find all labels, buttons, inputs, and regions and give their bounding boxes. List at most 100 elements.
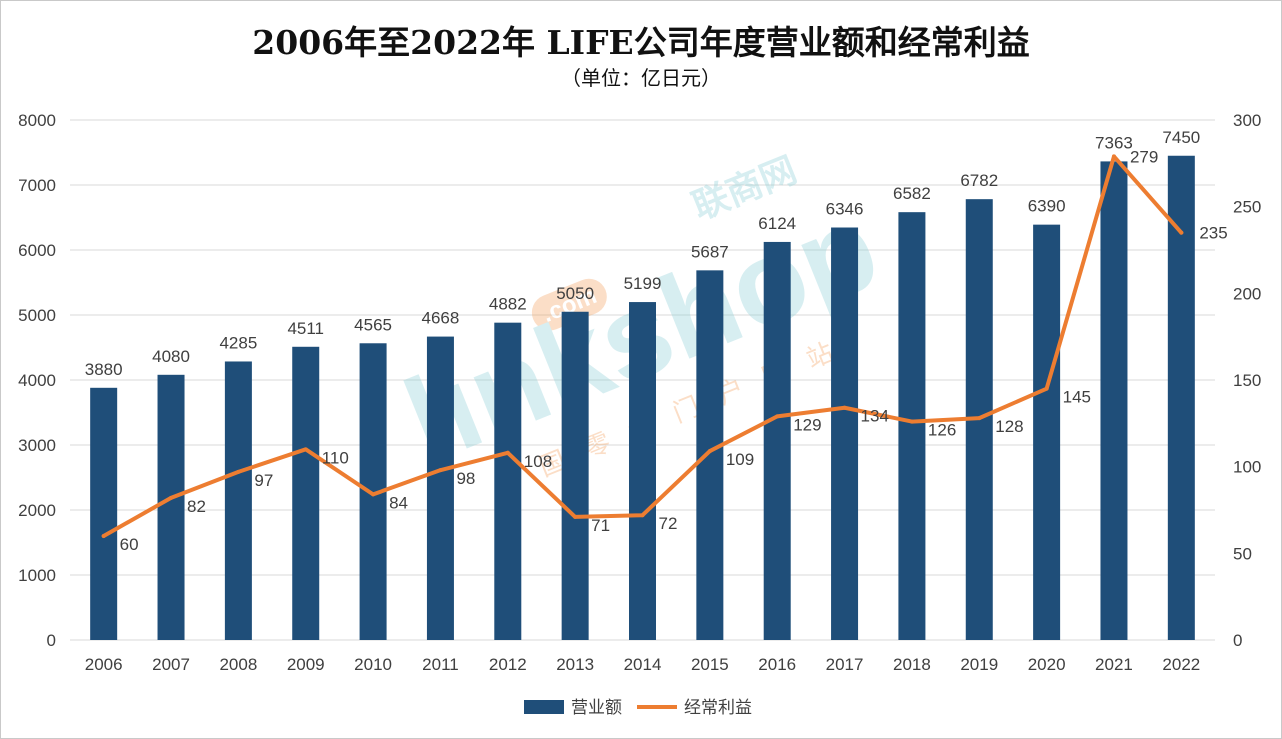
line-value-label: 126 — [928, 421, 956, 440]
legend: 营业额 经常利益 — [524, 698, 752, 717]
line-value-label: 145 — [1063, 388, 1091, 407]
line-point — [977, 416, 982, 421]
y-left-tick-label: 6000 — [18, 241, 56, 260]
x-tick-label: 2014 — [624, 655, 662, 674]
bar — [90, 387, 118, 640]
bar — [1100, 161, 1128, 640]
line-value-label: 134 — [861, 407, 889, 426]
legend-swatch-bar — [524, 700, 564, 714]
line-value-label: 128 — [995, 417, 1023, 436]
bar — [224, 361, 252, 640]
bar — [426, 336, 454, 640]
line-value-label: 279 — [1130, 147, 1158, 166]
y-right-tick-label: 100 — [1233, 458, 1261, 477]
y-left-tick-label: 0 — [47, 631, 56, 650]
bar-value-label: 6582 — [893, 184, 931, 203]
y-right-tick-label: 250 — [1233, 198, 1261, 217]
line-point — [101, 534, 106, 538]
x-tick-label: 2007 — [152, 655, 190, 674]
line-point — [909, 419, 914, 424]
bar-value-label: 4565 — [354, 315, 392, 334]
bar — [831, 227, 859, 640]
x-tick-label: 2009 — [287, 655, 325, 674]
line-value-label: 129 — [793, 415, 821, 434]
y-left-tick-label: 1000 — [18, 566, 56, 585]
y-left-tick-label: 7000 — [18, 176, 56, 195]
bar-value-label: 7450 — [1162, 128, 1200, 147]
line-point — [438, 468, 443, 473]
line-point — [573, 514, 578, 519]
bar-value-label: 6390 — [1028, 197, 1066, 216]
x-tick-label: 2017 — [826, 655, 864, 674]
watermark-com-badge — [531, 278, 607, 331]
bar-value-label: 4080 — [152, 347, 190, 366]
line-value-label: 109 — [726, 450, 754, 469]
legend-label-line: 经常利益 — [684, 698, 752, 717]
bar — [629, 302, 656, 640]
x-tick-label: 2021 — [1095, 655, 1133, 674]
bar-value-label: 4668 — [422, 309, 460, 328]
x-tick-label: 2008 — [219, 655, 257, 674]
line-value-label: 98 — [456, 469, 475, 488]
data-labels: 3880 4080 4285 4511 4565 4668 4882 5050 5199 5687… — [85, 128, 1228, 554]
chart-title: 2006年至2022年 LIFE公司年度营业额和经常利益 — [252, 23, 1030, 62]
y-left-tick-label: 8000 — [18, 111, 56, 130]
line-series — [101, 154, 1184, 538]
x-tick-label: 2018 — [893, 655, 931, 674]
line-value-label: 108 — [524, 452, 552, 471]
bar — [1167, 155, 1195, 640]
bar-value-label: 3880 — [85, 360, 123, 379]
y-right-tick-label: 50 — [1233, 544, 1252, 563]
y-right-tick-label: 300 — [1233, 111, 1261, 130]
bar-value-label: 4511 — [287, 319, 324, 338]
x-tick-label: 2013 — [556, 655, 594, 674]
line-point — [707, 449, 712, 454]
y-left-tick-label: 2000 — [18, 501, 56, 520]
bar — [561, 311, 589, 640]
line-value-label: 110 — [322, 448, 349, 467]
bar — [1033, 224, 1061, 640]
bar-value-label: 4285 — [219, 333, 257, 352]
line-point — [842, 405, 847, 410]
x-tick-label: 2012 — [489, 655, 527, 674]
y-left-tick-label: 4000 — [18, 371, 56, 390]
chart-subtitle: （单位：亿日元） — [561, 66, 721, 90]
bar-value-label: 6124 — [758, 214, 796, 233]
line-value-label: 60 — [120, 535, 139, 554]
bar — [157, 374, 185, 640]
line-point — [236, 469, 241, 474]
bar — [763, 241, 791, 640]
line-point — [303, 447, 308, 452]
bar-value-label: 7363 — [1095, 133, 1133, 152]
x-tick-label: 2015 — [691, 655, 729, 674]
line-point — [371, 492, 376, 497]
line-value-label: 72 — [659, 514, 678, 533]
bar-value-label: 5687 — [691, 242, 729, 261]
legend-label-bar: 营业额 — [571, 698, 622, 717]
axes: 0 1000 2000 3000 4000 5000 6000 7000 8000 0 50 100 1… — [18, 111, 1261, 674]
x-tick-label: 2022 — [1162, 655, 1200, 674]
line-value-label: 97 — [254, 471, 273, 490]
line-value-label: 71 — [591, 516, 610, 535]
x-tick-label: 2011 — [422, 655, 459, 674]
y-right-tick-label: 200 — [1233, 284, 1261, 303]
line-value-label: 235 — [1199, 224, 1227, 243]
x-tick-label: 2006 — [85, 655, 123, 674]
bar — [696, 270, 724, 640]
line-point — [775, 414, 780, 419]
x-tick-label: 2010 — [354, 655, 392, 674]
x-tick-label: 2016 — [758, 655, 796, 674]
line-value-label: 82 — [187, 497, 206, 516]
y-left-tick-label: 3000 — [18, 436, 56, 455]
bar-value-label: 4882 — [489, 295, 527, 314]
line-value-label: 84 — [389, 493, 408, 512]
line-point — [640, 513, 645, 518]
bar — [494, 322, 522, 640]
bar — [898, 212, 926, 641]
line-point — [1044, 386, 1049, 391]
y-right-tick-label: 150 — [1233, 371, 1261, 390]
bar-value-label: 6782 — [960, 171, 998, 190]
bar-value-label: 5050 — [556, 284, 594, 303]
bar-value-label: 5199 — [624, 274, 662, 293]
